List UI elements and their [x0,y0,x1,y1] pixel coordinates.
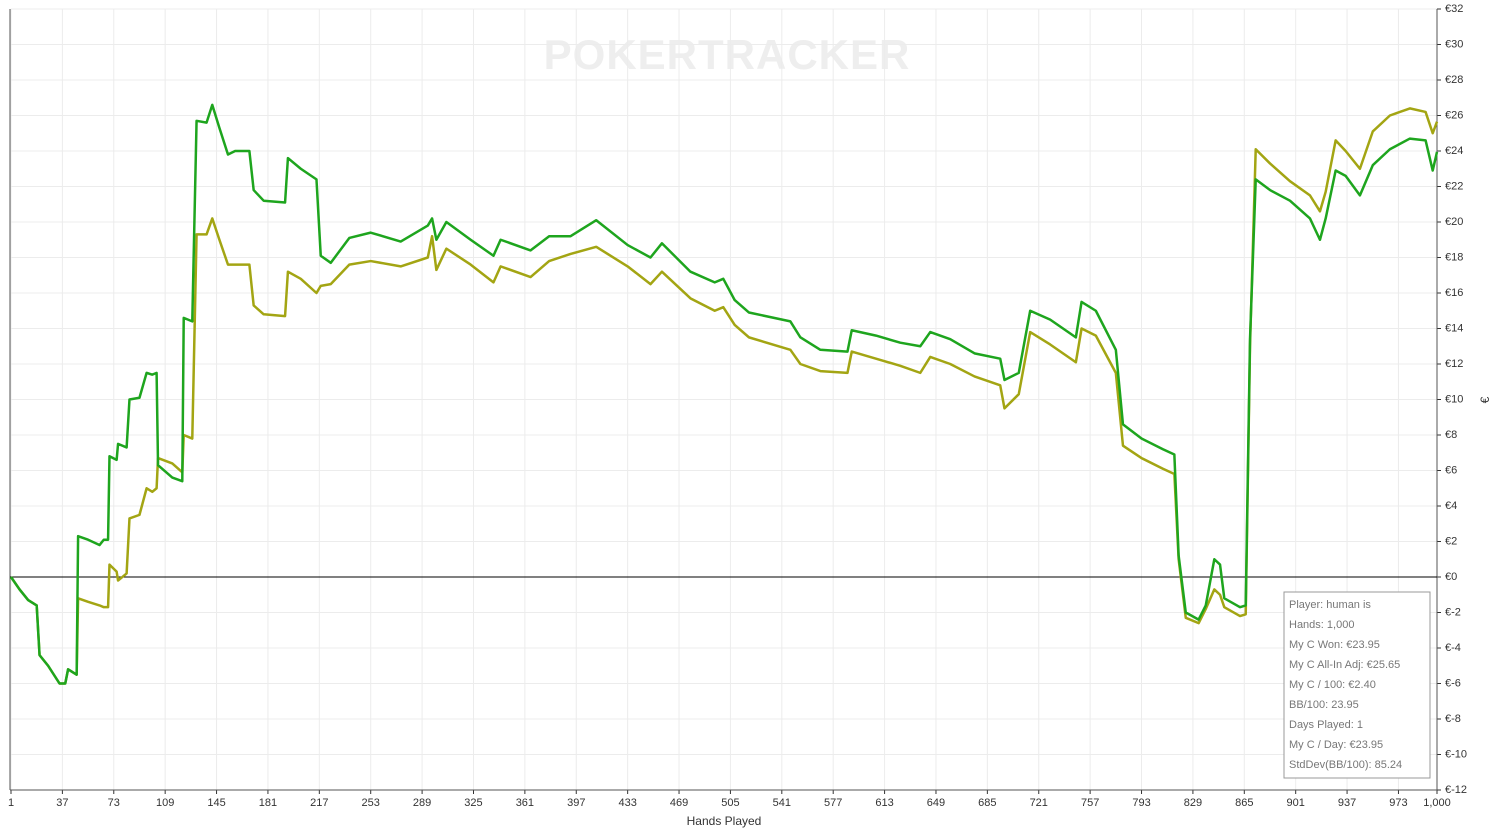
x-tick-label: 577 [824,797,842,809]
x-tick-label: 937 [1338,797,1356,809]
x-tick-label: 1,000 [1423,797,1451,809]
y-tick-label: €6 [1445,464,1457,476]
series-line [9,103,1439,685]
x-tick-label: 865 [1235,797,1253,809]
x-tick-label: 613 [875,797,893,809]
y-tick-label: €18 [1445,251,1463,263]
x-tick-label: 505 [721,797,739,809]
x-tick-label: 361 [516,797,534,809]
x-tick-label: 433 [618,797,636,809]
stats-line: My C / 100: €2.40 [1289,679,1376,691]
x-tick-label: 649 [927,797,945,809]
y-tick-label: €22 [1445,180,1463,192]
x-tick-label: 469 [670,797,688,809]
stats-box-bg [1283,591,1431,779]
x-tick-label: 757 [1081,797,1099,809]
y-tick-label: €16 [1445,287,1463,299]
y-tick-label: €0 [1445,571,1457,583]
x-tick-label: 37 [56,797,68,809]
series-line [9,107,1439,685]
x-tick-label: 217 [310,797,328,809]
x-tick-label: 901 [1287,797,1305,809]
y-tick-label: €-12 [1445,784,1467,796]
x-tick-label: 793 [1132,797,1150,809]
stats-box: Player: human is Hands: 1,000 My C Won: €2… [1283,591,1431,779]
y-tick-label: €24 [1445,145,1463,157]
stats-line: My C Won: €23.95 [1289,639,1380,651]
x-tick-label: 397 [567,797,585,809]
stats-line: BB/100: 23.95 [1289,699,1359,711]
y-tick-label: €-8 [1445,713,1461,725]
stats-line: Player: human is [1289,599,1371,611]
grid [10,8,1438,791]
y-tick-label: €-4 [1445,642,1461,654]
y-tick-label: €-6 [1445,677,1461,689]
watermark: POKERTRACKER [544,31,911,78]
y-tick-label: €30 [1445,38,1463,50]
x-tick-label: 541 [773,797,791,809]
y-axis-label: € [1478,396,1492,403]
x-tick-label: 973 [1389,797,1407,809]
y-tick-label: €28 [1445,74,1463,86]
x-tick-label: 289 [413,797,431,809]
x-tick-label: 145 [207,797,225,809]
x-tick-label: 721 [1030,797,1048,809]
stats-line: My C / Day: €23.95 [1289,739,1383,751]
x-tick-label: 1 [8,797,14,809]
y-tick-label: €-10 [1445,748,1467,760]
stats-line: Hands: 1,000 [1289,619,1354,631]
x-tick-label: 685 [978,797,996,809]
y-tick-label: €8 [1445,429,1457,441]
x-tick-label: 253 [362,797,380,809]
y-tick-label: €10 [1445,393,1463,405]
x-tick-label: 109 [156,797,174,809]
x-axis-label: Hands Played [687,814,762,828]
y-tick-label: €14 [1445,322,1463,334]
x-tick-label: 181 [259,797,277,809]
stats-line: My C All-In Adj: €25.65 [1289,659,1400,671]
y-tick-label: €26 [1445,109,1463,121]
x-tick-label: 325 [464,797,482,809]
y-tick-label: €-2 [1445,606,1461,618]
y-tick-label: €4 [1445,500,1457,512]
y-tick-label: €32 [1445,3,1463,15]
x-tick-label: 73 [108,797,120,809]
stats-line: Days Played: 1 [1289,719,1363,731]
y-tick-label: €12 [1445,358,1463,370]
x-tick-label: 829 [1184,797,1202,809]
stats-line: StdDev(BB/100): 85.24 [1289,759,1402,771]
y-tick-label: €20 [1445,216,1463,228]
y-tick-label: €2 [1445,535,1457,547]
